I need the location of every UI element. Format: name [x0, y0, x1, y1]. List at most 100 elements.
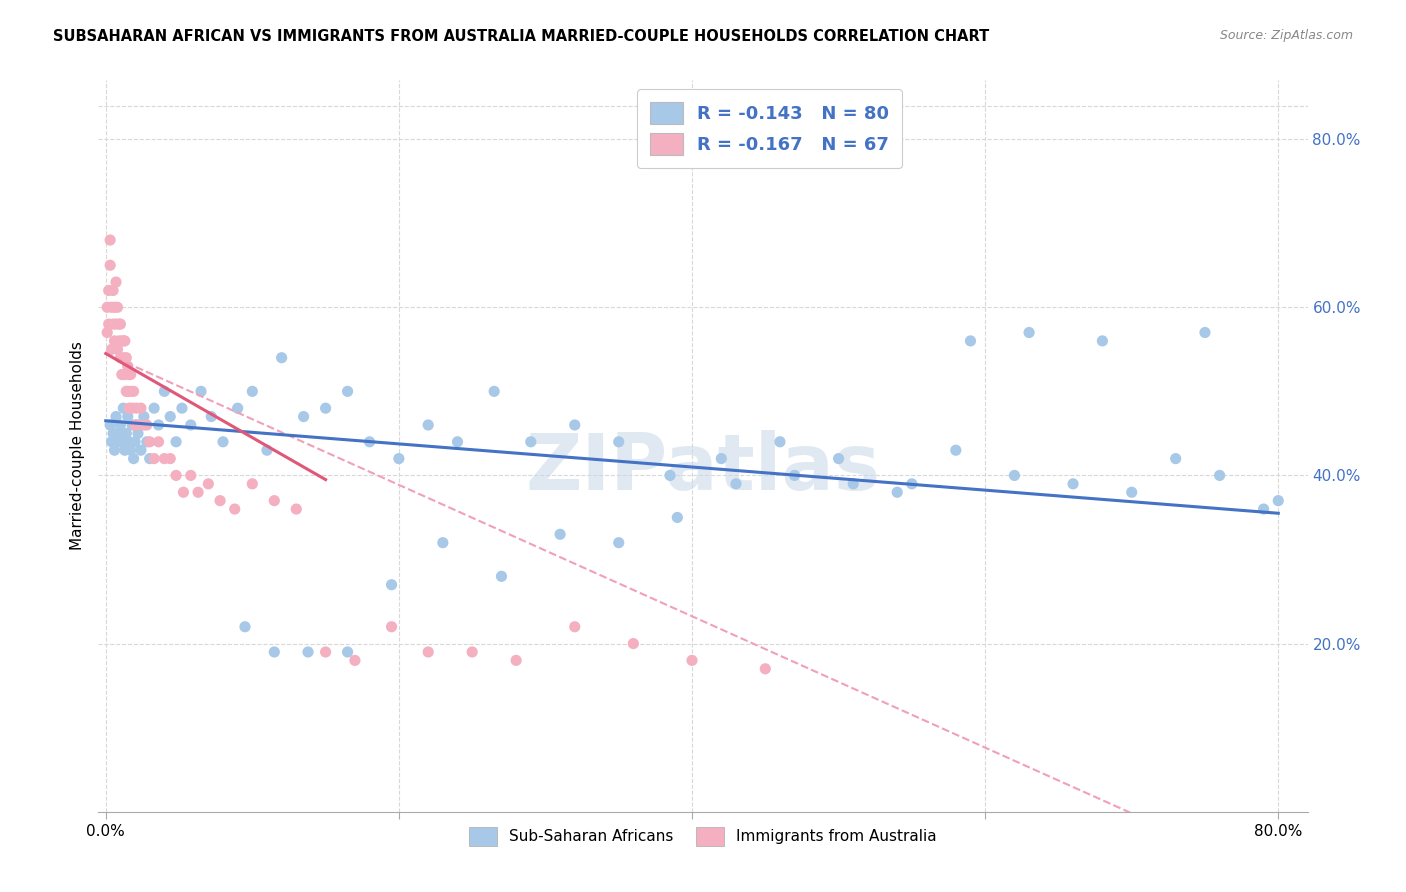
Point — [111, 334, 134, 348]
Point — [187, 485, 209, 500]
Point — [127, 417, 149, 432]
Point — [125, 417, 148, 432]
Point — [769, 434, 792, 449]
Point — [336, 384, 359, 399]
Point — [143, 451, 166, 466]
Point — [103, 443, 125, 458]
Point — [783, 468, 806, 483]
Point — [724, 476, 747, 491]
Point — [108, 334, 131, 348]
Point — [101, 284, 124, 298]
Point — [105, 409, 128, 424]
Point — [129, 401, 152, 416]
Point — [505, 653, 527, 667]
Point — [138, 434, 160, 449]
Point — [100, 343, 122, 357]
Point — [101, 317, 124, 331]
Point — [120, 368, 142, 382]
Point — [359, 434, 381, 449]
Point — [263, 493, 285, 508]
Point — [418, 645, 440, 659]
Point — [240, 476, 263, 491]
Point — [1091, 334, 1114, 348]
Point — [112, 334, 135, 348]
Point — [153, 384, 176, 399]
Point — [607, 434, 630, 449]
Point — [256, 443, 278, 458]
Point — [148, 417, 170, 432]
Point — [209, 493, 232, 508]
Point — [1253, 502, 1275, 516]
Point — [165, 434, 187, 449]
Point — [1018, 326, 1040, 340]
Point — [827, 451, 849, 466]
Point — [107, 426, 129, 441]
Point — [297, 645, 319, 659]
Point — [292, 409, 315, 424]
Point — [159, 409, 181, 424]
Point — [315, 645, 337, 659]
Point — [1208, 468, 1230, 483]
Point — [200, 409, 222, 424]
Point — [112, 351, 135, 365]
Point — [107, 300, 129, 314]
Point — [135, 434, 157, 449]
Point — [115, 426, 138, 441]
Point — [111, 368, 134, 382]
Point — [114, 368, 136, 382]
Point — [170, 401, 193, 416]
Point — [226, 401, 249, 416]
Point — [135, 417, 157, 432]
Point — [180, 417, 202, 432]
Point — [122, 451, 145, 466]
Point — [388, 451, 411, 466]
Point — [108, 317, 131, 331]
Point — [343, 653, 366, 667]
Point — [103, 334, 125, 348]
Point — [446, 434, 468, 449]
Point — [159, 451, 181, 466]
Point — [270, 351, 292, 365]
Point — [285, 502, 308, 516]
Point — [564, 620, 586, 634]
Point — [263, 645, 285, 659]
Point — [336, 645, 359, 659]
Point — [118, 368, 141, 382]
Point — [114, 443, 136, 458]
Point — [432, 535, 454, 549]
Point — [98, 258, 121, 272]
Point — [121, 417, 143, 432]
Point — [710, 451, 733, 466]
Point — [1062, 476, 1084, 491]
Point — [681, 653, 703, 667]
Point — [129, 443, 152, 458]
Point — [110, 417, 132, 432]
Point — [124, 434, 146, 449]
Point — [165, 468, 187, 483]
Point — [114, 334, 136, 348]
Point — [666, 510, 689, 524]
Point — [110, 351, 132, 365]
Point — [418, 417, 440, 432]
Point — [148, 434, 170, 449]
Point — [98, 417, 121, 432]
Point — [132, 409, 155, 424]
Point — [118, 434, 141, 449]
Point — [1194, 326, 1216, 340]
Point — [112, 401, 135, 416]
Point — [96, 300, 118, 314]
Point — [115, 384, 138, 399]
Point — [1004, 468, 1026, 483]
Point — [380, 620, 402, 634]
Point — [120, 443, 142, 458]
Point — [117, 409, 139, 424]
Point — [621, 636, 644, 650]
Point — [101, 426, 124, 441]
Point — [115, 351, 138, 365]
Text: Source: ZipAtlas.com: Source: ZipAtlas.com — [1219, 29, 1353, 42]
Point — [105, 317, 128, 331]
Point — [482, 384, 505, 399]
Text: SUBSAHARAN AFRICAN VS IMMIGRANTS FROM AUSTRALIA MARRIED-COUPLE HOUSEHOLDS CORREL: SUBSAHARAN AFRICAN VS IMMIGRANTS FROM AU… — [53, 29, 990, 44]
Point — [886, 485, 908, 500]
Point — [107, 343, 129, 357]
